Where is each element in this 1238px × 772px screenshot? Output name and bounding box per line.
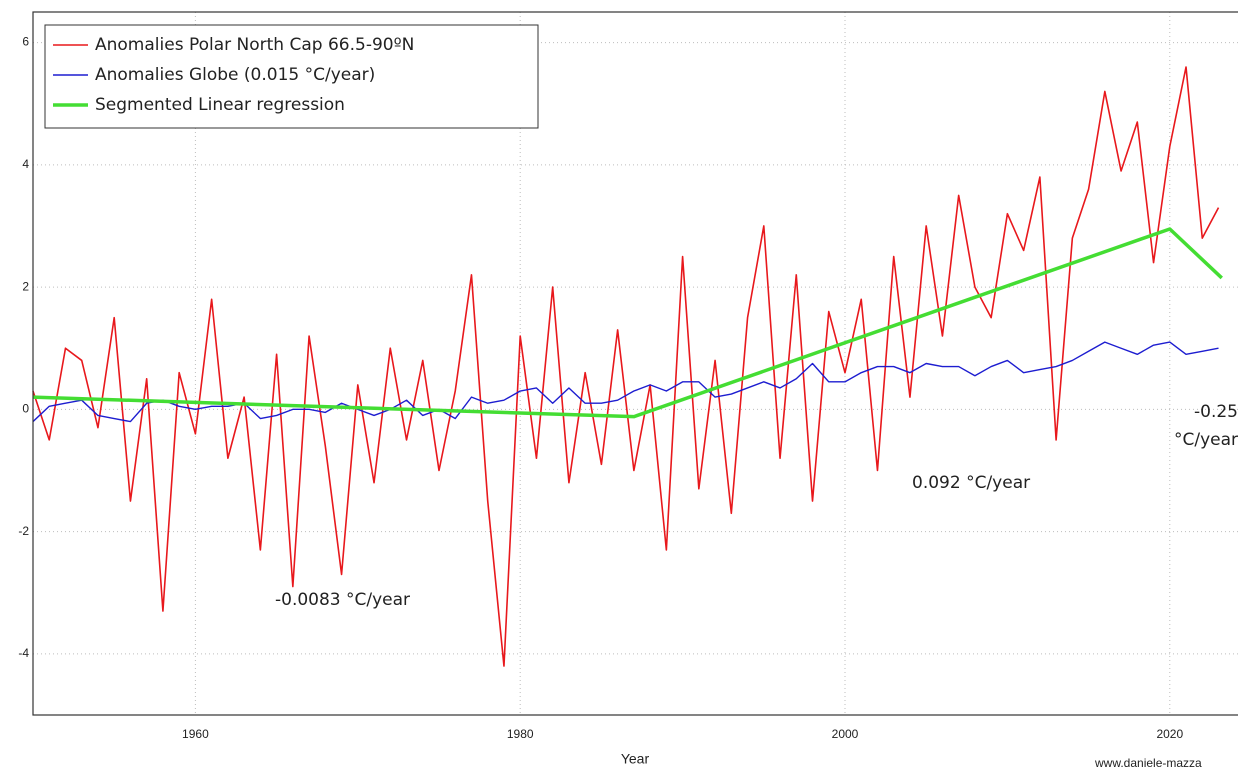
legend-label: Anomalies Globe (0.015 °C/year) <box>95 65 375 85</box>
plot-frame <box>32 11 1238 716</box>
labels: -4 -2 0 2 4 6 1960 1980 2000 2020 -0.0083 °C/year 0… <box>18 35 1238 741</box>
y-tick-label: 0 <box>22 402 29 416</box>
regression-line <box>32 227 1223 419</box>
annotation: -0.0083 °C/year <box>275 590 410 610</box>
annotation: -0.25 <box>1194 402 1238 422</box>
data-line <box>32 341 1219 423</box>
annotation: 0.092 °C/year <box>912 473 1030 493</box>
y-tick-label: 6 <box>22 35 29 49</box>
legend: Anomalies Polar North Cap 66.5-90ºN Anoma… <box>44 24 539 129</box>
y-tick-label: 4 <box>22 157 29 171</box>
y-tick-label: -2 <box>18 524 29 538</box>
plot <box>32 66 1223 667</box>
data-line <box>32 66 1220 667</box>
x-tick-label: 2000 <box>832 727 859 741</box>
credit: www.daniele-mazza <box>1094 756 1202 770</box>
x-axis-label: Year <box>621 751 650 767</box>
x-tick-label: 1960 <box>182 727 209 741</box>
y-tick-label: -4 <box>18 646 29 660</box>
legend-label: Anomalies Polar North Cap 66.5-90ºN <box>95 35 414 55</box>
x-tick-label: 2020 <box>1156 727 1183 741</box>
legend-label: Segmented Linear regression <box>95 95 345 115</box>
y-tick-label: 2 <box>22 279 29 293</box>
legend-box <box>44 24 539 129</box>
x-tick-label: 1980 <box>507 727 534 741</box>
annotation: °C/year <box>1174 430 1238 450</box>
